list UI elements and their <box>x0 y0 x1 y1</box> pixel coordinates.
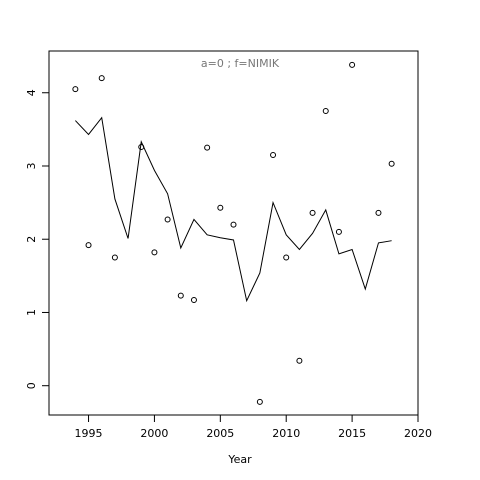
x-tick-label: 2000 <box>140 427 168 440</box>
data-point <box>111 254 118 261</box>
data-line <box>74 116 392 303</box>
data-point <box>388 160 395 167</box>
plot-frame <box>48 50 419 416</box>
y-tick-label: 4 <box>25 89 38 96</box>
data-point <box>85 242 92 249</box>
data-point <box>190 297 197 304</box>
x-tick-label: 2015 <box>338 427 366 440</box>
data-point <box>375 209 382 216</box>
data-point <box>283 254 290 261</box>
chart-title: a=0 ; f=NIMIK <box>201 57 280 70</box>
x-axis-label: Year <box>227 453 252 466</box>
y-tick-label: 0 <box>25 382 38 389</box>
data-point <box>309 209 316 216</box>
data-point <box>322 108 329 115</box>
x-tick-label: 2010 <box>272 427 300 440</box>
data-point <box>335 228 342 235</box>
data-point <box>230 221 237 228</box>
data-point <box>72 86 79 93</box>
data-point <box>296 357 303 364</box>
data-point <box>151 249 158 256</box>
data-point <box>256 398 263 405</box>
data-point <box>98 75 105 82</box>
x-tick-label: 2020 <box>404 427 432 440</box>
data-point <box>177 292 184 299</box>
y-tick-label: 2 <box>25 236 38 243</box>
y-tick-label: 1 <box>25 309 38 316</box>
x-tick-label: 1995 <box>75 427 103 440</box>
data-point <box>270 152 277 158</box>
data-point <box>349 61 356 68</box>
data-point <box>204 144 211 151</box>
data-point <box>217 204 224 211</box>
x-tick-label: 2005 <box>206 427 234 440</box>
y-tick-label: 3 <box>25 162 38 169</box>
data-point <box>164 216 171 223</box>
